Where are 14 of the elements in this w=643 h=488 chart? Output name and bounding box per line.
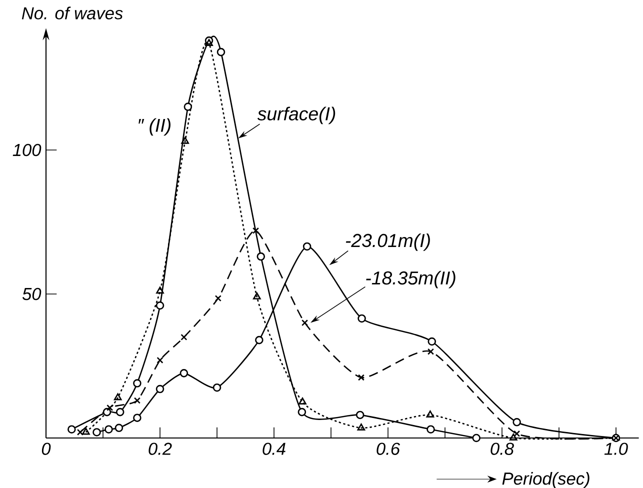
- series-label: -23.01m(I): [346, 233, 430, 251]
- text: -18.35m(II): [366, 270, 456, 288]
- x-axis-title: Period(sec): [502, 472, 590, 488]
- x-tick-label: 0.4: [262, 442, 286, 455]
- x-tick-label: 0.2: [148, 442, 172, 455]
- y-tick-label: 50: [22, 288, 42, 300]
- x-tick-label: 0: [42, 442, 51, 455]
- x-tick-label: 0.8: [490, 442, 514, 455]
- y-axis-title: No. of waves: [22, 6, 123, 20]
- x-tick-label: 1.0: [604, 442, 628, 455]
- series-label: surface(I): [257, 106, 336, 124]
- series-label: ″ (II): [138, 118, 170, 136]
- y-tick-label: 100: [12, 144, 42, 156]
- x-tick-label: 0.6: [376, 442, 400, 455]
